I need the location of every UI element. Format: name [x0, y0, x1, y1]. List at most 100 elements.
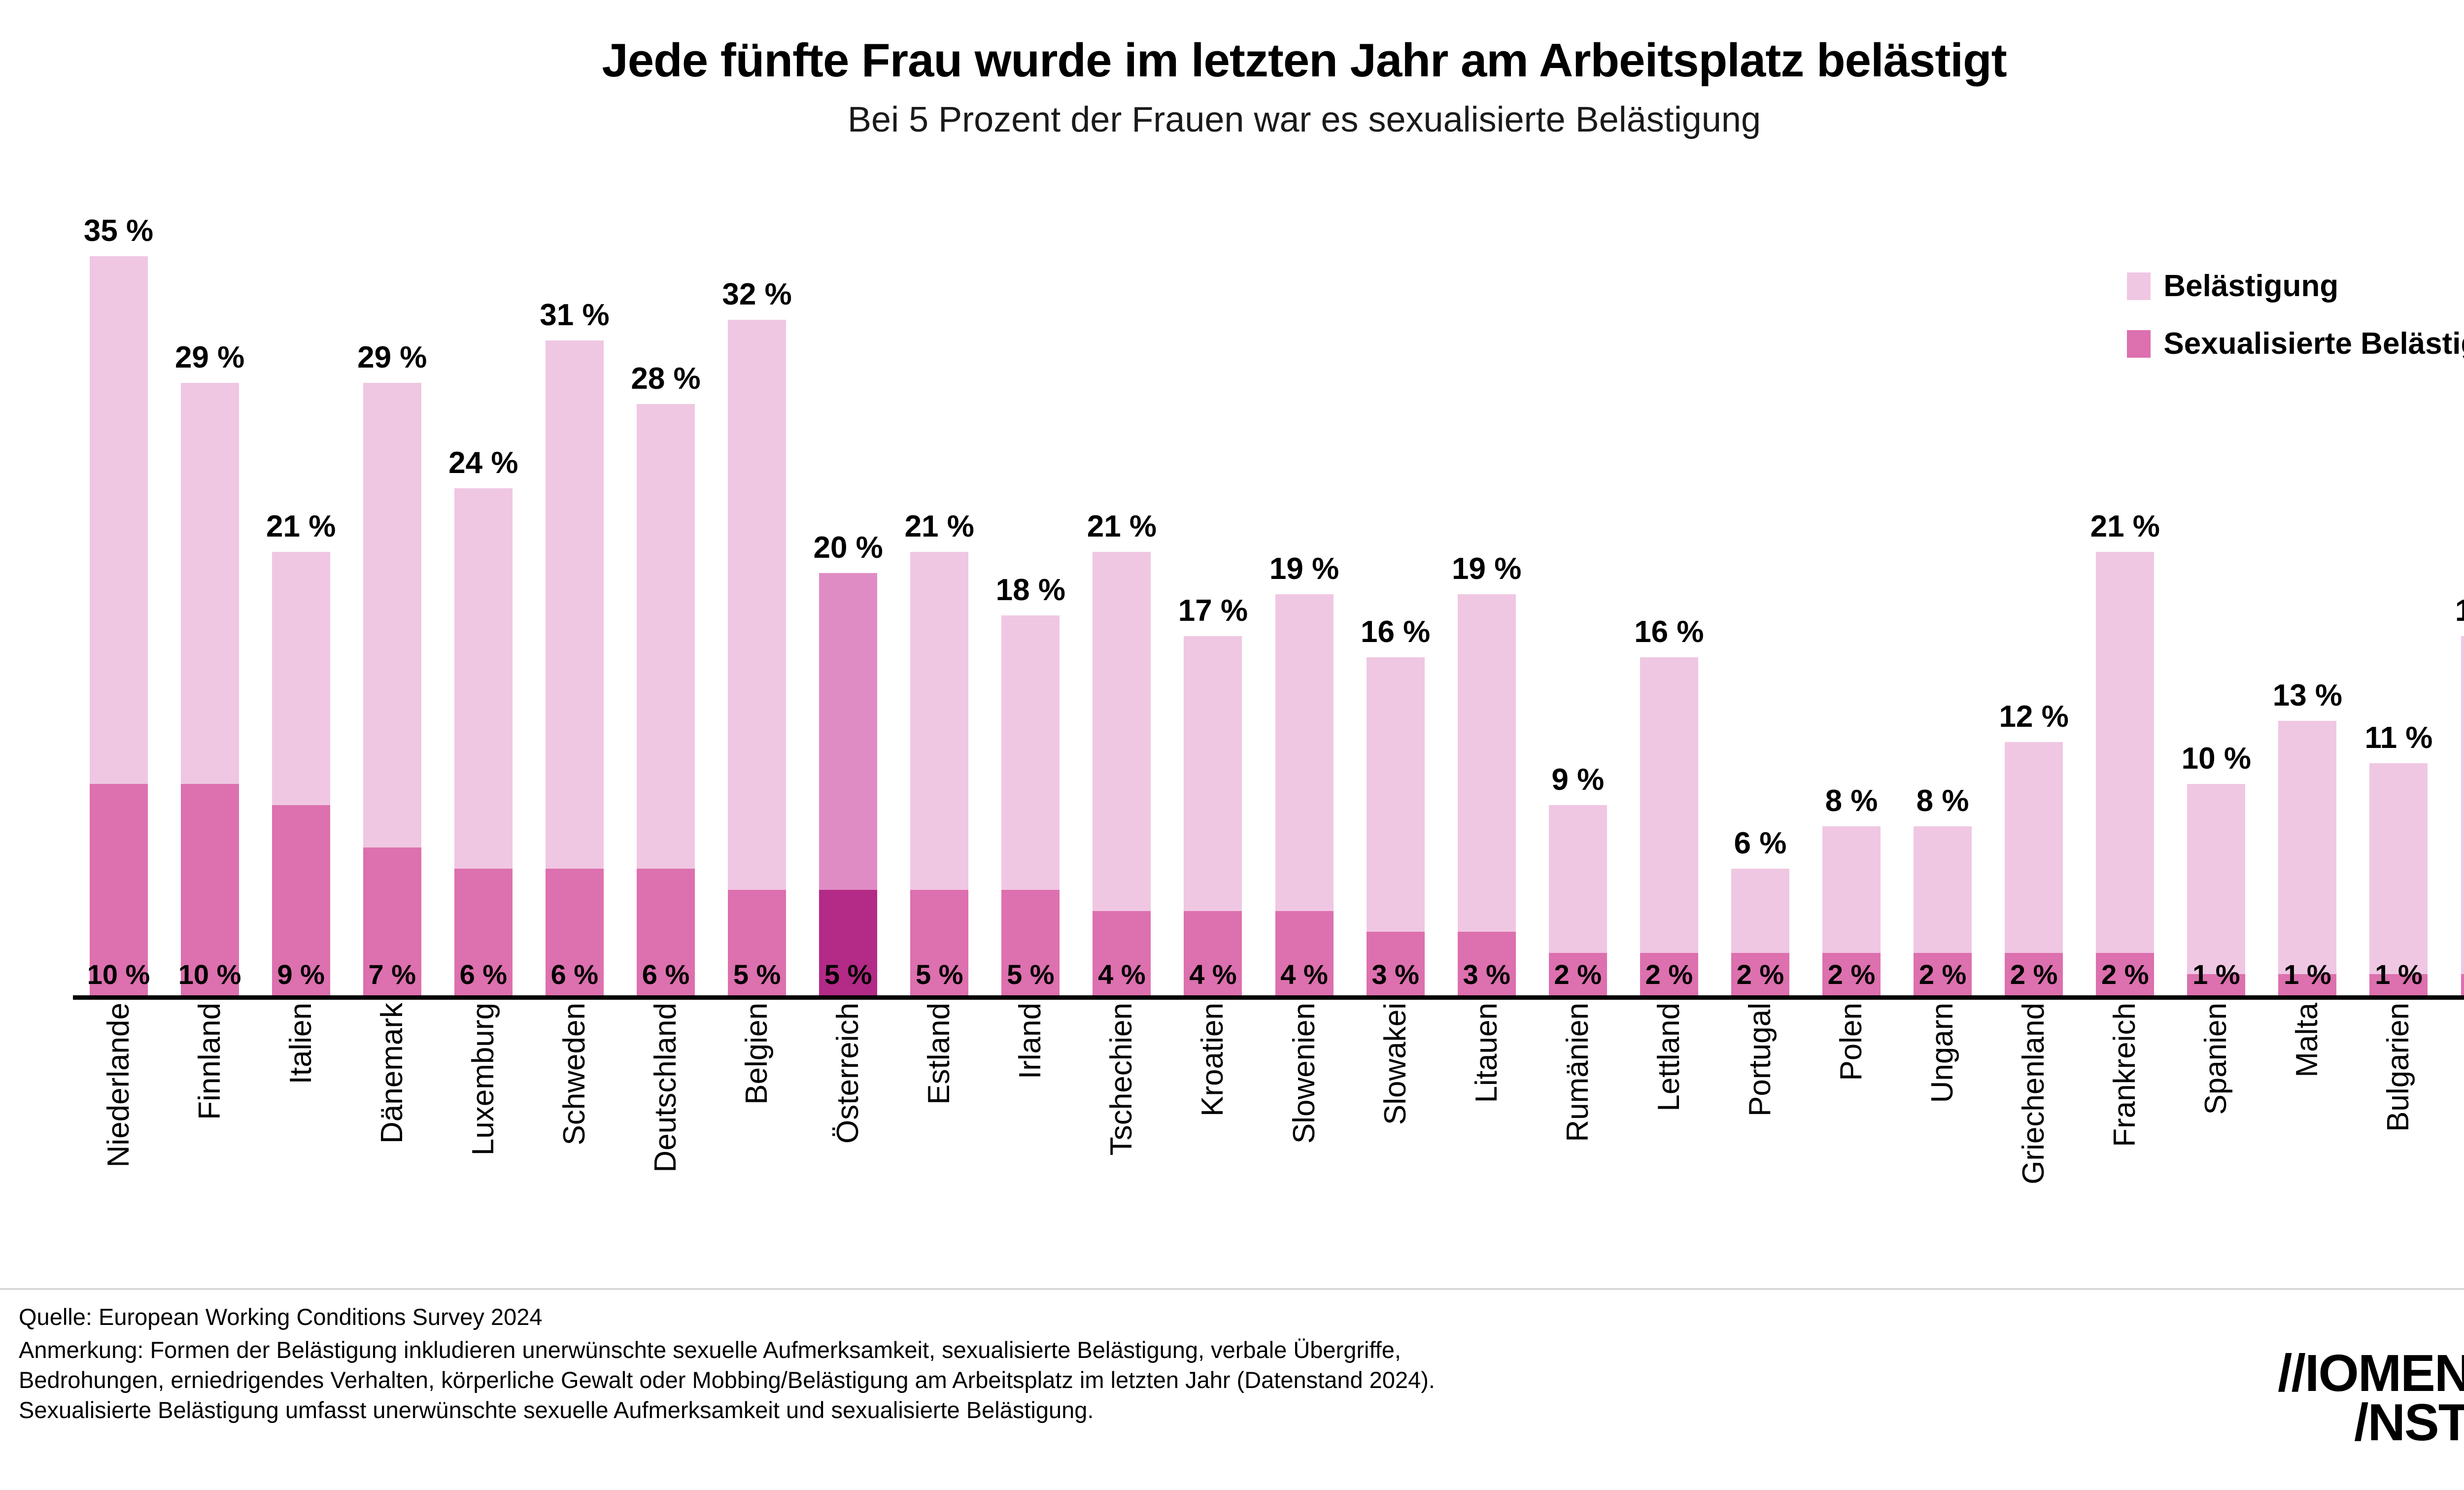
bar-column[interactable]: 21 % 2 % [2080, 256, 2171, 995]
bar-harassment[interactable]: 13 % 1 % [2273, 678, 2342, 995]
bar-harassment[interactable]: 6 % 2 % [1731, 826, 1789, 995]
chart-legend: Belästigung Sexualisierte Belästigung [2127, 269, 2464, 361]
bar-column[interactable]: 9 % 2 % [1532, 256, 1623, 995]
bar-sexual-harassment[interactable]: 3 % [1366, 932, 1425, 995]
bar-sexual-harassment[interactable]: 10 % [87, 784, 150, 995]
bar-harassment[interactable]: 18 % 5 % [996, 573, 1065, 995]
bar-sexual-harassment[interactable]: 2 % [1731, 953, 1789, 995]
bar-sexual-harassment[interactable]: 10 % [178, 784, 241, 995]
x-axis-labels: Niederlande Finnland Italien Dänemark Luxemb… [73, 1003, 2464, 1279]
bar-harassment[interactable]: 16 % 2 % [1634, 615, 1704, 995]
bar-total-label: 17 % [2455, 594, 2464, 628]
bar-sexual-harassment[interactable]: 4 % [1275, 911, 1334, 995]
bar-harassment[interactable]: 17 % 1 % [2455, 594, 2464, 995]
bar-sexual-harassment[interactable]: 6 % [637, 868, 695, 995]
bar-column[interactable]: 11 % 1 % [2353, 256, 2444, 995]
bar-harassment[interactable]: 31 % 6 % [540, 298, 610, 995]
bar-column[interactable]: 29 % 7 % [346, 256, 438, 995]
bar-column[interactable]: 29 % 10 % [164, 256, 255, 995]
bar-sexual-harassment[interactable]: 7 % [363, 847, 421, 995]
bar-sexual-harassment[interactable]: 3 % [1457, 932, 1516, 995]
bar-segment-label: 4 % [1189, 959, 1237, 990]
bar-sexual-harassment[interactable]: 4 % [1093, 911, 1151, 995]
x-axis-label: Slowenien [1287, 1003, 1321, 1144]
bar-sexual-harassment[interactable]: 1 % [2461, 974, 2464, 995]
bar-sexual-harassment[interactable]: 5 % [910, 889, 969, 995]
legend-item-1[interactable]: Belästigung [2127, 269, 2464, 304]
bar-column[interactable]: 17 % 4 % [1167, 256, 1259, 995]
bar-harassment[interactable]: 29 % 10 % [175, 340, 244, 995]
bar-harassment[interactable]: 21 % 5 % [905, 509, 974, 995]
bar-column[interactable]: 31 % 6 % [529, 256, 620, 995]
bar-sexual-harassment[interactable]: 6 % [545, 868, 604, 995]
bar-sexual-harassment[interactable]: 2 % [1914, 953, 1972, 995]
bar-column[interactable]: 8 % 2 % [1897, 256, 1988, 995]
bar-column[interactable]: 35 % 10 % [73, 214, 164, 995]
x-axis-label: Luxemburg [466, 1003, 500, 1156]
bar-sexual-harassment[interactable]: 2 % [2005, 953, 2063, 995]
x-axis-label: Griechenland [2017, 1003, 2051, 1185]
bar-total-label: 24 % [448, 446, 518, 480]
bar-column[interactable]: 13 % 1 % [2262, 256, 2353, 995]
bar-column[interactable]: 16 % 3 % [1350, 256, 1441, 995]
bar-column[interactable]: 10 % 1 % [2171, 256, 2262, 995]
bar-harassment[interactable]: 32 % 5 % [722, 277, 792, 995]
bar-column[interactable]: 21 % 4 % [1076, 256, 1167, 995]
bar-sexual-harassment[interactable]: 1 % [2369, 959, 2428, 995]
bar-harassment[interactable]: 17 % 4 % [1178, 594, 1248, 995]
bar-total-label: 28 % [631, 362, 701, 396]
bar-harassment[interactable]: 35 % 10 % [84, 214, 153, 995]
bar-sexual-harassment[interactable]: 9 % [272, 805, 330, 995]
bar-harassment[interactable]: 21 % 9 % [266, 509, 336, 995]
bar-sexual-harassment[interactable]: 2 % [1548, 953, 1607, 995]
bar-harassment[interactable]: 19 % 4 % [1269, 552, 1339, 995]
bar-sexual-harassment[interactable]: 4 % [1184, 911, 1242, 995]
bar-harassment[interactable]: 16 % 3 % [1361, 615, 1430, 995]
bar-harassment[interactable]: 8 % 2 % [1914, 784, 1972, 995]
x-axis-label-cell: Finnland [164, 1003, 255, 1279]
bar-harassment[interactable]: 19 % 3 % [1452, 552, 1521, 995]
bar-sexual-harassment[interactable]: 5 % [728, 889, 787, 995]
bar-sexual-harassment[interactable]: 6 % [454, 868, 513, 995]
bar-column[interactable]: 19 % 3 % [1441, 256, 1532, 995]
bar-sexual-harassment[interactable]: 2 % [1640, 953, 1698, 995]
bar-harassment[interactable]: 11 % 1 % [2365, 721, 2432, 995]
bar-sexual-harassment[interactable]: 1 % [2187, 959, 2246, 995]
bar-column[interactable]: 18 % 5 % [985, 256, 1076, 995]
bar-column[interactable]: 20 % 5 % [803, 256, 894, 995]
bar-sexual-harassment[interactable]: 5 % [819, 889, 878, 995]
bar-column[interactable]: 28 % 6 % [620, 256, 711, 995]
bar-column[interactable]: 17 % 1 % [2444, 256, 2464, 995]
bar-column[interactable]: 12 % 2 % [1988, 256, 2080, 995]
bar-harassment[interactable]: 12 % 2 % [1999, 700, 2069, 995]
bar-harassment[interactable]: 20 % 5 % [813, 531, 883, 995]
bar-total-label: 16 % [1360, 615, 1431, 649]
bar-column[interactable]: 21 % 5 % [894, 256, 985, 995]
bar-harassment[interactable]: 8 % 2 % [1822, 784, 1881, 995]
bar-total-label: 19 % [1269, 551, 1339, 586]
bar-column[interactable]: 32 % 5 % [712, 256, 803, 995]
bar-column[interactable]: 16 % 2 % [1623, 256, 1714, 995]
bar-total-label: 35 % [83, 214, 154, 248]
bar-column[interactable]: 21 % 9 % [255, 256, 346, 995]
x-axis-label-cell: Italien [255, 1003, 346, 1279]
bar-column[interactable]: 19 % 4 % [1259, 256, 1350, 995]
bar-sexual-harassment[interactable]: 5 % [1001, 889, 1060, 995]
bar-harassment[interactable]: 28 % 6 % [631, 362, 701, 995]
bar-harassment[interactable]: 21 % 4 % [1087, 509, 1157, 995]
x-axis-label-cell: Lettland [1623, 1003, 1714, 1279]
bar-total-label: 17 % [1178, 594, 1248, 628]
bar-column[interactable]: 8 % 2 % [1806, 256, 1897, 995]
bar-harassment[interactable]: 10 % 1 % [2182, 742, 2251, 995]
bar-sexual-harassment[interactable]: 1 % [2278, 959, 2337, 995]
bar-harassment[interactable]: 29 % 7 % [357, 340, 427, 995]
bar-total-label: 18 % [995, 573, 1065, 607]
bar-harassment[interactable]: 9 % 2 % [1548, 763, 1607, 995]
bar-harassment[interactable]: 24 % 6 % [448, 446, 518, 995]
bar-harassment[interactable]: 21 % 2 % [2090, 509, 2160, 995]
bar-sexual-harassment[interactable]: 2 % [2096, 953, 2155, 995]
legend-item-2[interactable]: Sexualisierte Belästigung [2127, 326, 2464, 361]
bar-sexual-harassment[interactable]: 2 % [1822, 953, 1881, 995]
bar-column[interactable]: 6 % 2 % [1714, 256, 1806, 995]
bar-column[interactable]: 24 % 6 % [438, 256, 529, 995]
